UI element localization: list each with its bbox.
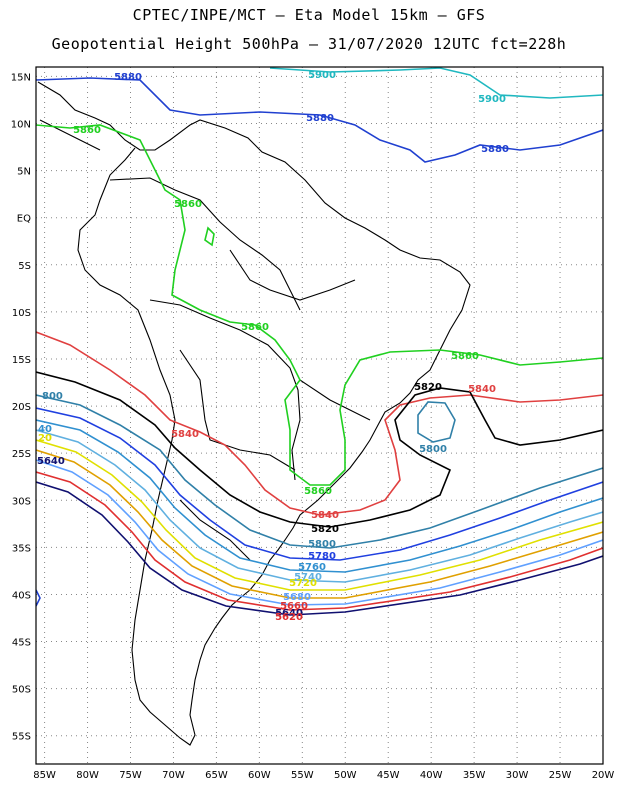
map-frame <box>35 66 604 765</box>
label-5780: 5780 <box>308 551 336 562</box>
lon-tick-label: 70W <box>162 770 185 781</box>
contour-5660 <box>36 471 603 611</box>
label-5860-b: 5860 <box>174 199 202 210</box>
lat-tick-label: 40S <box>12 590 31 601</box>
lat-tick-label: 15S <box>12 355 31 366</box>
lat-tick-label: EQ <box>17 214 31 225</box>
contour-5860-loop <box>204 226 215 247</box>
label-5880-a: 5880 <box>114 72 142 83</box>
label-5820-a: 5820 <box>414 382 442 393</box>
lon-tick-label: 50W <box>334 770 357 781</box>
contour-5820 <box>36 371 603 528</box>
longitude-tick-labels: 85W 80W 75W 70W 65W 60W 55W 50W 45W 40W 35W 30W 25W 2… <box>33 770 614 781</box>
lat-tick-label: 25S <box>12 449 31 460</box>
label-5860-d: 5860 <box>451 351 479 362</box>
map-title-line1: CPTEC/INPE/MCT – Eta Model 15km – GFS <box>132 6 486 24</box>
label-west-5820: 20 <box>38 433 52 444</box>
contour-5880-north <box>36 77 603 163</box>
label-5680: 5680 <box>283 592 311 603</box>
lat-tick-label: 5N <box>17 167 31 178</box>
contour-5740 <box>36 429 603 583</box>
lat-tick-label: 20S <box>12 402 31 413</box>
lon-tick-label: 75W <box>119 770 142 781</box>
lat-tick-label: 35S <box>12 543 31 554</box>
label-5860-a: 5860 <box>73 125 101 136</box>
lat-tick-label: 5S <box>18 261 31 272</box>
label-5720: 5720 <box>289 578 317 589</box>
contour-5780 <box>36 407 603 561</box>
label-5880-b: 5880 <box>306 113 334 124</box>
label-5740: 5740 <box>294 572 322 583</box>
contour-5640 <box>36 481 603 616</box>
lat-tick-label: 10S <box>12 308 31 319</box>
latitude-tick-labels: 15N 10N 5N EQ 5S 10S 15S 20S 25S 30S 35S 40S 45S 50S 5… <box>11 72 31 742</box>
contour-5840 <box>36 331 603 516</box>
contour-labels: 5900 5900 5880 5880 5880 5860 5860 5860 … <box>37 70 509 623</box>
lon-tick-label: 20W <box>592 770 615 781</box>
label-5640: 5640 <box>275 608 303 619</box>
label-5900-b: 5900 <box>478 94 506 105</box>
label-5800-b: 5800 <box>308 539 336 550</box>
contour-5800 <box>36 394 603 549</box>
contour-5900 <box>269 67 603 99</box>
label-5840-c: 5840 <box>311 510 339 521</box>
contour-5800-low <box>417 401 456 443</box>
contour-5680 <box>36 459 603 606</box>
lon-tick-label: 45W <box>377 770 400 781</box>
lon-tick-label: 55W <box>291 770 314 781</box>
label-5620: 5620 <box>275 612 303 623</box>
contour-5700 <box>36 449 603 599</box>
label-west-5640: 5640 <box>37 456 65 467</box>
lon-tick-label: 85W <box>33 770 56 781</box>
lon-tick-label: 40W <box>420 770 443 781</box>
label-5860-c: 5860 <box>241 322 269 333</box>
lon-tick-label: 25W <box>549 770 572 781</box>
lon-tick-label: 60W <box>248 770 271 781</box>
label-5800-a: 5800 <box>419 444 447 455</box>
label-west-5800: 800 <box>42 391 63 402</box>
label-5880-c: 5880 <box>481 144 509 155</box>
contour-5720 <box>36 439 603 591</box>
contour-5760 <box>36 419 603 573</box>
lon-tick-label: 80W <box>76 770 99 781</box>
label-5820-b: 5820 <box>311 524 339 535</box>
label-5840-b: 5840 <box>468 384 496 395</box>
label-5660: 5660 <box>280 601 308 612</box>
lon-tick-label: 30W <box>506 770 529 781</box>
lon-tick-label: 35W <box>463 770 486 781</box>
lat-tick-label: 55S <box>12 732 31 743</box>
label-west-5840: 40 <box>38 424 52 435</box>
lat-tick-label: 10N <box>11 120 31 131</box>
lat-tick-label: 45S <box>12 638 31 649</box>
contour-5880-small <box>36 589 41 607</box>
lat-tick-label: 15N <box>11 72 31 83</box>
lat-tick-label: 30S <box>12 496 31 507</box>
lat-lon-grid <box>36 67 604 764</box>
map-title-line2: Geopotential Height 500hPa – 31/07/2020 … <box>51 35 567 53</box>
lat-tick-label: 50S <box>12 685 31 696</box>
label-5760: 5760 <box>298 562 326 573</box>
label-5900-a: 5900 <box>308 70 336 81</box>
contour-5860 <box>36 124 603 486</box>
lon-tick-label: 65W <box>205 770 228 781</box>
label-5840-a: 5840 <box>171 429 199 440</box>
coastline <box>37 81 471 746</box>
label-5860-e: 5860 <box>304 486 332 497</box>
